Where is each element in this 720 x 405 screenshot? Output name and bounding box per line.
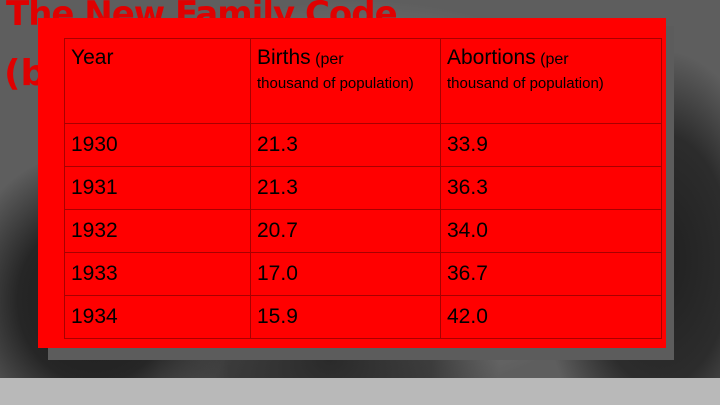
cell-births: 15.9 bbox=[250, 295, 441, 339]
table-row: 1932 20.7 34.0 bbox=[64, 209, 662, 253]
cell-abortions: 36.7 bbox=[440, 252, 662, 296]
cell-year: 1930 bbox=[64, 123, 251, 167]
table-header-row: Year Births (per thousand of population)… bbox=[64, 38, 662, 124]
header-births-suffix: (per bbox=[315, 51, 344, 68]
table-row: 1934 15.9 42.0 bbox=[64, 295, 662, 339]
cell-abortions: 34.0 bbox=[440, 209, 662, 253]
cell-abortions: 36.3 bbox=[440, 166, 662, 210]
table-row: 1931 21.3 36.3 bbox=[64, 166, 662, 210]
header-year-label: Year bbox=[71, 46, 114, 69]
header-births-label: Births bbox=[257, 46, 311, 69]
table-row: 1933 17.0 36.7 bbox=[64, 252, 662, 296]
cell-births: 21.3 bbox=[250, 123, 441, 167]
header-abortions-sub: thousand of population) bbox=[447, 75, 604, 92]
table-panel: Year Births (per thousand of population)… bbox=[38, 18, 666, 348]
cell-year: 1933 bbox=[64, 252, 251, 296]
cell-births: 17.0 bbox=[250, 252, 441, 296]
header-births-sub: thousand of population) bbox=[257, 75, 414, 92]
header-births: Births (per thousand of population) bbox=[250, 38, 441, 124]
header-abortions-label: Abortions bbox=[447, 46, 536, 69]
header-abortions-suffix: (per bbox=[540, 51, 569, 68]
cell-births: 20.7 bbox=[250, 209, 441, 253]
cell-abortions: 42.0 bbox=[440, 295, 662, 339]
table-row: 1930 21.3 33.9 bbox=[64, 123, 662, 167]
header-abortions: Abortions (per thousand of population) bbox=[440, 38, 662, 124]
cell-year: 1932 bbox=[64, 209, 251, 253]
cell-year: 1934 bbox=[64, 295, 251, 339]
statistics-table: Year Births (per thousand of population)… bbox=[64, 38, 662, 339]
bottom-strip bbox=[0, 378, 720, 405]
cell-abortions: 33.9 bbox=[440, 123, 662, 167]
cell-year: 1931 bbox=[64, 166, 251, 210]
cell-births: 21.3 bbox=[250, 166, 441, 210]
header-year: Year bbox=[64, 38, 251, 124]
